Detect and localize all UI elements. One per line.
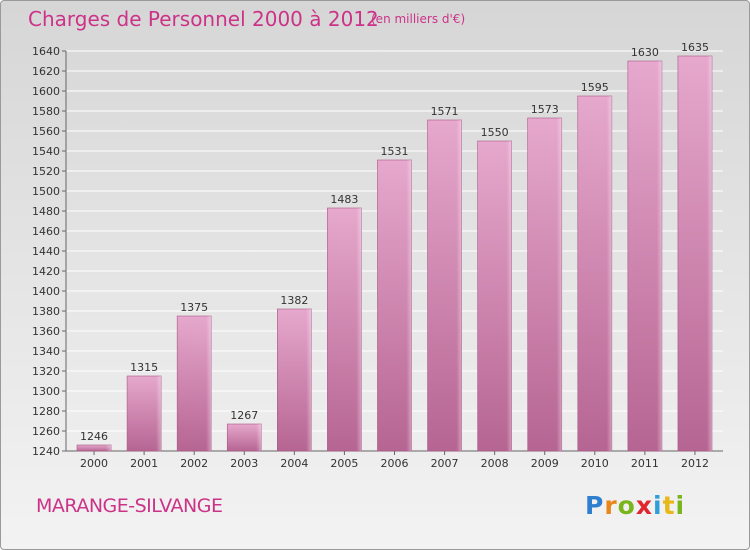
y-tick-label: 1600 xyxy=(32,85,60,98)
x-tick-label: 2007 xyxy=(431,457,459,470)
y-tick-label: 1420 xyxy=(32,265,60,278)
bar-highlight xyxy=(477,141,512,451)
bar-value-label: 1573 xyxy=(531,103,559,116)
location-label: MARANGE-SILVANGE xyxy=(36,495,223,517)
bar-highlight xyxy=(627,61,662,451)
bar-highlight xyxy=(527,118,562,451)
y-tick-label: 1620 xyxy=(32,65,60,78)
bar-value-label: 1571 xyxy=(431,105,459,118)
bar-highlight xyxy=(177,316,212,451)
bar-highlight xyxy=(427,120,462,451)
y-tick-label: 1540 xyxy=(32,145,60,158)
bar-highlight xyxy=(277,309,312,451)
y-tick-label: 1320 xyxy=(32,365,60,378)
y-tick-label: 1580 xyxy=(32,105,60,118)
axes: 1240 1260 1280 1300 1320 1340 1360 1380 1400 1420… xyxy=(32,45,723,470)
bar-highlight xyxy=(577,96,612,451)
bar-value-label: 1595 xyxy=(581,81,609,94)
bar-highlight xyxy=(227,424,262,451)
logo-letter: x xyxy=(635,491,653,520)
bar-value-label: 1550 xyxy=(481,126,509,139)
x-tick-label: 2001 xyxy=(130,457,158,470)
bar-value-label: 1267 xyxy=(230,409,258,422)
x-tick-label: 2009 xyxy=(531,457,559,470)
bar-highlight xyxy=(327,208,362,451)
logo-letter: P xyxy=(585,491,605,520)
x-tick-label: 2004 xyxy=(280,457,308,470)
chart-subtitle: (en milliers d'€) xyxy=(371,12,466,26)
bar-highlight xyxy=(127,376,162,451)
proxiti-logo: Proxiti xyxy=(585,491,685,520)
bars xyxy=(76,55,713,452)
y-tick-label: 1520 xyxy=(32,165,60,178)
y-tick-label: 1560 xyxy=(32,125,60,138)
y-tick-label: 1480 xyxy=(32,205,60,218)
y-tick-label: 1340 xyxy=(32,345,60,358)
bar-value-label: 1375 xyxy=(180,301,208,314)
y-tick-label: 1500 xyxy=(32,185,60,198)
y-tick-label: 1240 xyxy=(32,445,60,458)
data-labels: 1246 1315 1375 1267 1382 1483 1531 1571 1550 1573… xyxy=(80,41,709,443)
bar-value-label: 1246 xyxy=(80,430,108,443)
x-tick-label: 2002 xyxy=(180,457,208,470)
bar-value-label: 1531 xyxy=(381,145,409,158)
y-tick-label: 1360 xyxy=(32,325,60,338)
x-tick-label: 2008 xyxy=(481,457,509,470)
x-tick-label: 2012 xyxy=(681,457,709,470)
y-tick-label: 1400 xyxy=(32,285,60,298)
bar-highlight xyxy=(77,445,112,451)
x-tick-label: 2006 xyxy=(381,457,409,470)
y-tick-label: 1640 xyxy=(32,45,60,58)
x-tick-label: 2010 xyxy=(581,457,609,470)
bar-value-label: 1483 xyxy=(330,193,358,206)
bar-value-label: 1635 xyxy=(681,41,709,54)
y-tick-label: 1440 xyxy=(32,245,60,258)
bar-value-label: 1630 xyxy=(631,46,659,59)
logo-letter: i xyxy=(653,491,663,520)
chart-title: Charges de Personnel 2000 à 2012 xyxy=(28,7,379,31)
y-tick-label: 1280 xyxy=(32,405,60,418)
x-tick-label: 2005 xyxy=(330,457,358,470)
x-tick-label: 2003 xyxy=(230,457,258,470)
x-tick-label: 2000 xyxy=(80,457,108,470)
bar-value-label: 1315 xyxy=(130,361,158,374)
bar-highlight xyxy=(677,56,712,451)
logo-letter: r xyxy=(604,491,618,520)
logo-letter: o xyxy=(617,491,636,520)
logo-letter: i xyxy=(675,491,686,520)
y-tick-label: 1300 xyxy=(32,385,60,398)
y-tick-label: 1460 xyxy=(32,225,60,238)
y-tick-label: 1380 xyxy=(32,305,60,318)
bar-value-label: 1382 xyxy=(280,294,308,307)
bar-highlight xyxy=(377,160,412,451)
x-tick-label: 2011 xyxy=(631,457,659,470)
logo-letter: t xyxy=(662,491,676,520)
y-tick-label: 1260 xyxy=(32,425,60,438)
